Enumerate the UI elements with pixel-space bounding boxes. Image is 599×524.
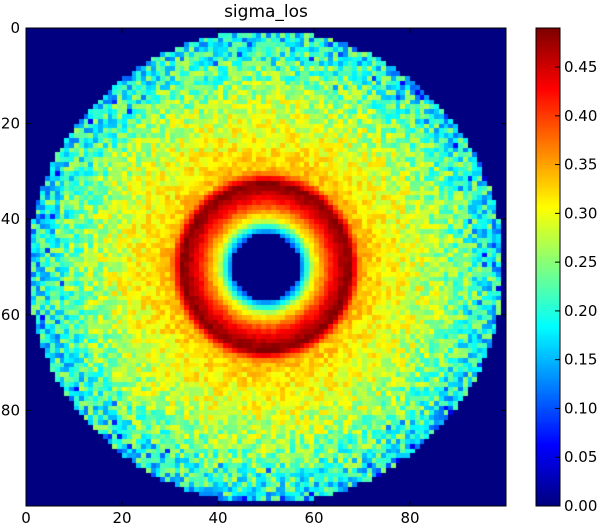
- colorbar-tick-label: 0.10: [564, 399, 597, 417]
- y-tick-label: 20: [1, 115, 20, 133]
- x-tick-label: 40: [208, 509, 227, 524]
- x-tick-label: 20: [112, 509, 131, 524]
- colorbar-tick-label: 0.05: [564, 448, 597, 466]
- colorbar-tick-label: 0.25: [564, 253, 597, 271]
- colorbar-tick-label: 0.00: [564, 497, 597, 515]
- colorbar-frame: [535, 27, 561, 507]
- colorbar-gradient: [536, 28, 560, 506]
- y-tick-label: 0: [10, 19, 20, 37]
- colorbar-tick-label: 0.40: [564, 107, 597, 125]
- x-axis: 0 20 40 60 80: [21, 28, 420, 524]
- colorbar-tick-label: 0.35: [564, 156, 597, 174]
- y-axis: 0 20 40 60 80: [1, 19, 506, 419]
- plot-frame: [25, 27, 507, 507]
- colorbar-axis: 0.00 0.05 0.10 0.15 0.20 0.25 0.30 0.35 0.40 0.45: [555, 58, 597, 515]
- colorbar-tick-label: 0.30: [564, 204, 597, 222]
- x-tick-label: 80: [400, 509, 419, 524]
- heatmap-image: [26, 28, 506, 506]
- colorbar-tick-label: 0.20: [564, 302, 597, 320]
- y-tick-label: 40: [1, 210, 20, 228]
- colorbar-tick-label: 0.45: [564, 58, 597, 76]
- x-tick-label: 60: [304, 509, 323, 524]
- y-tick-label: 80: [1, 401, 20, 419]
- chart-title: sigma_los: [224, 2, 308, 22]
- colorbar-tick-label: 0.15: [564, 351, 597, 369]
- x-tick-label: 0: [21, 509, 31, 524]
- y-tick-label: 60: [1, 306, 20, 324]
